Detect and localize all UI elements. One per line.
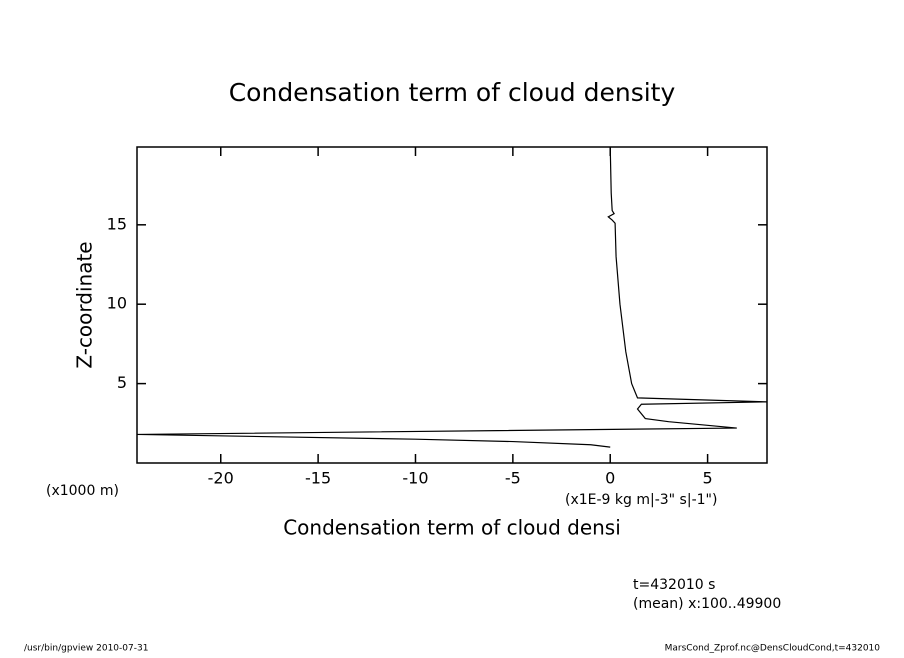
y-axis-label: Z-coordinate (73, 241, 97, 368)
footer: /usr/bin/gpview 2010-07-31 (24, 644, 148, 654)
data-line (136, 146, 768, 448)
x-tick-label: 5 (703, 469, 713, 488)
chart-title: Condensation term of cloud density (229, 78, 676, 107)
y-unit: (x1000 m) (46, 483, 119, 499)
x-tick-label: 0 (605, 469, 615, 488)
x-tick-label: -15 (305, 469, 331, 488)
annotation: t=432010 s (633, 577, 715, 593)
x-tick-label: -20 (208, 469, 234, 488)
y-tick-label: 5 (117, 373, 127, 392)
annotation: (mean) x:100..49900 (633, 596, 781, 612)
y-tick-label: 10 (107, 294, 127, 313)
x-unit: (x1E-9 kg m|-3" s|-1") (565, 492, 717, 508)
x-axis-label: Condensation term of cloud densi (283, 516, 621, 540)
footer: MarsCond_Zprof.nc@DensCloudCond,t=432010 (665, 644, 881, 654)
x-tick-label: -5 (505, 469, 521, 488)
x-tick-label: -10 (402, 469, 428, 488)
y-tick-label: 15 (107, 214, 127, 233)
plot-frame (136, 146, 768, 464)
